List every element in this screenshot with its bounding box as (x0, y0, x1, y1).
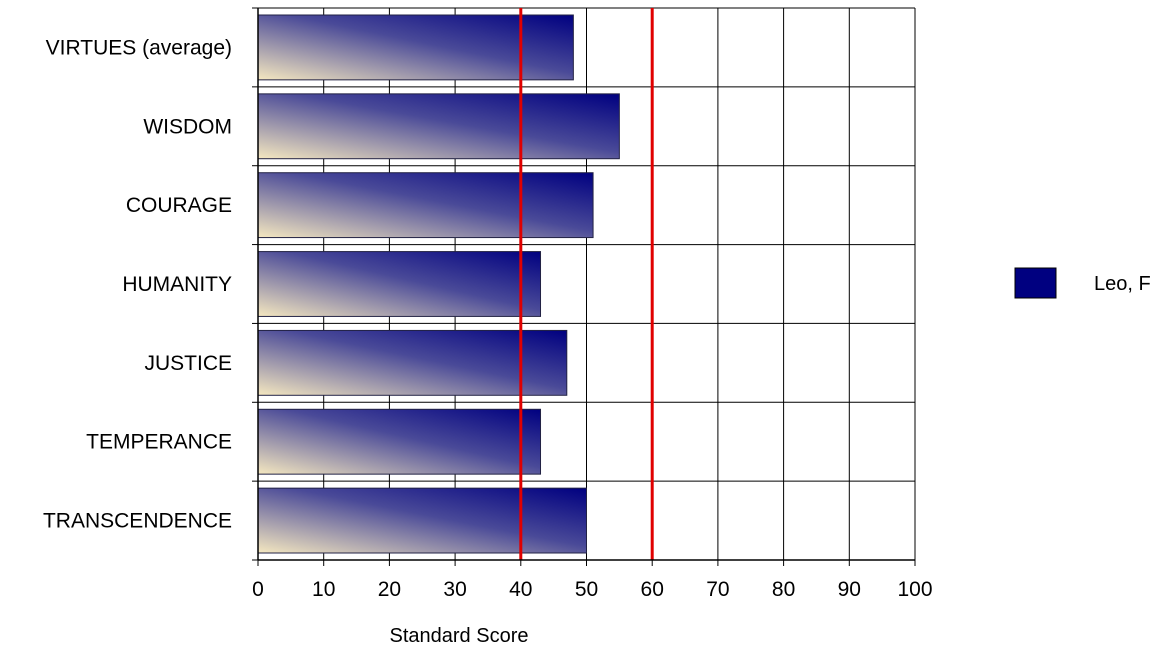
x-tick-label: 90 (838, 578, 861, 601)
x-axis-title: Standard Score (390, 625, 529, 647)
bar-justice (257, 329, 568, 396)
legend-swatch (1014, 267, 1057, 299)
category-label: COURAGE (126, 194, 232, 217)
bar-transcendence (257, 487, 587, 554)
x-tick-label: 80 (772, 578, 795, 601)
legend-label: Leo, F (1094, 273, 1151, 295)
category-label: JUSTICE (144, 352, 232, 375)
bar-wisdom (257, 93, 620, 160)
bar-temperance (257, 408, 542, 475)
bar-courage (257, 172, 594, 239)
category-label: VIRTUES (average) (46, 36, 232, 59)
x-tick-label: 10 (312, 578, 335, 601)
x-tick-label: 70 (706, 578, 729, 601)
category-labels: VIRTUES (average) WISDOM COURAGE HUMANITY JU… (43, 36, 232, 532)
x-tick-label: 30 (443, 578, 466, 601)
category-label: HUMANITY (122, 273, 232, 296)
axes (252, 7, 916, 566)
x-tick-label: 60 (641, 578, 664, 601)
x-tick-label: 0 (252, 578, 264, 601)
category-label: TEMPERANCE (86, 431, 232, 454)
category-label: TRANSCENDENCE (43, 510, 232, 533)
x-tick-label: 100 (897, 578, 932, 601)
legend: Leo, F (1014, 267, 1151, 299)
category-label: WISDOM (143, 115, 232, 138)
reference-lines (519, 8, 654, 560)
x-tick-label: 20 (378, 578, 401, 601)
tick-labels: 0 10 20 30 40 50 60 70 80 90 100 (252, 578, 932, 601)
x-tick-label: 40 (509, 578, 532, 601)
bar-humanity (257, 251, 542, 317)
bars (257, 14, 620, 554)
bar-virtues-average (257, 14, 574, 81)
x-tick-label: 50 (575, 578, 598, 601)
